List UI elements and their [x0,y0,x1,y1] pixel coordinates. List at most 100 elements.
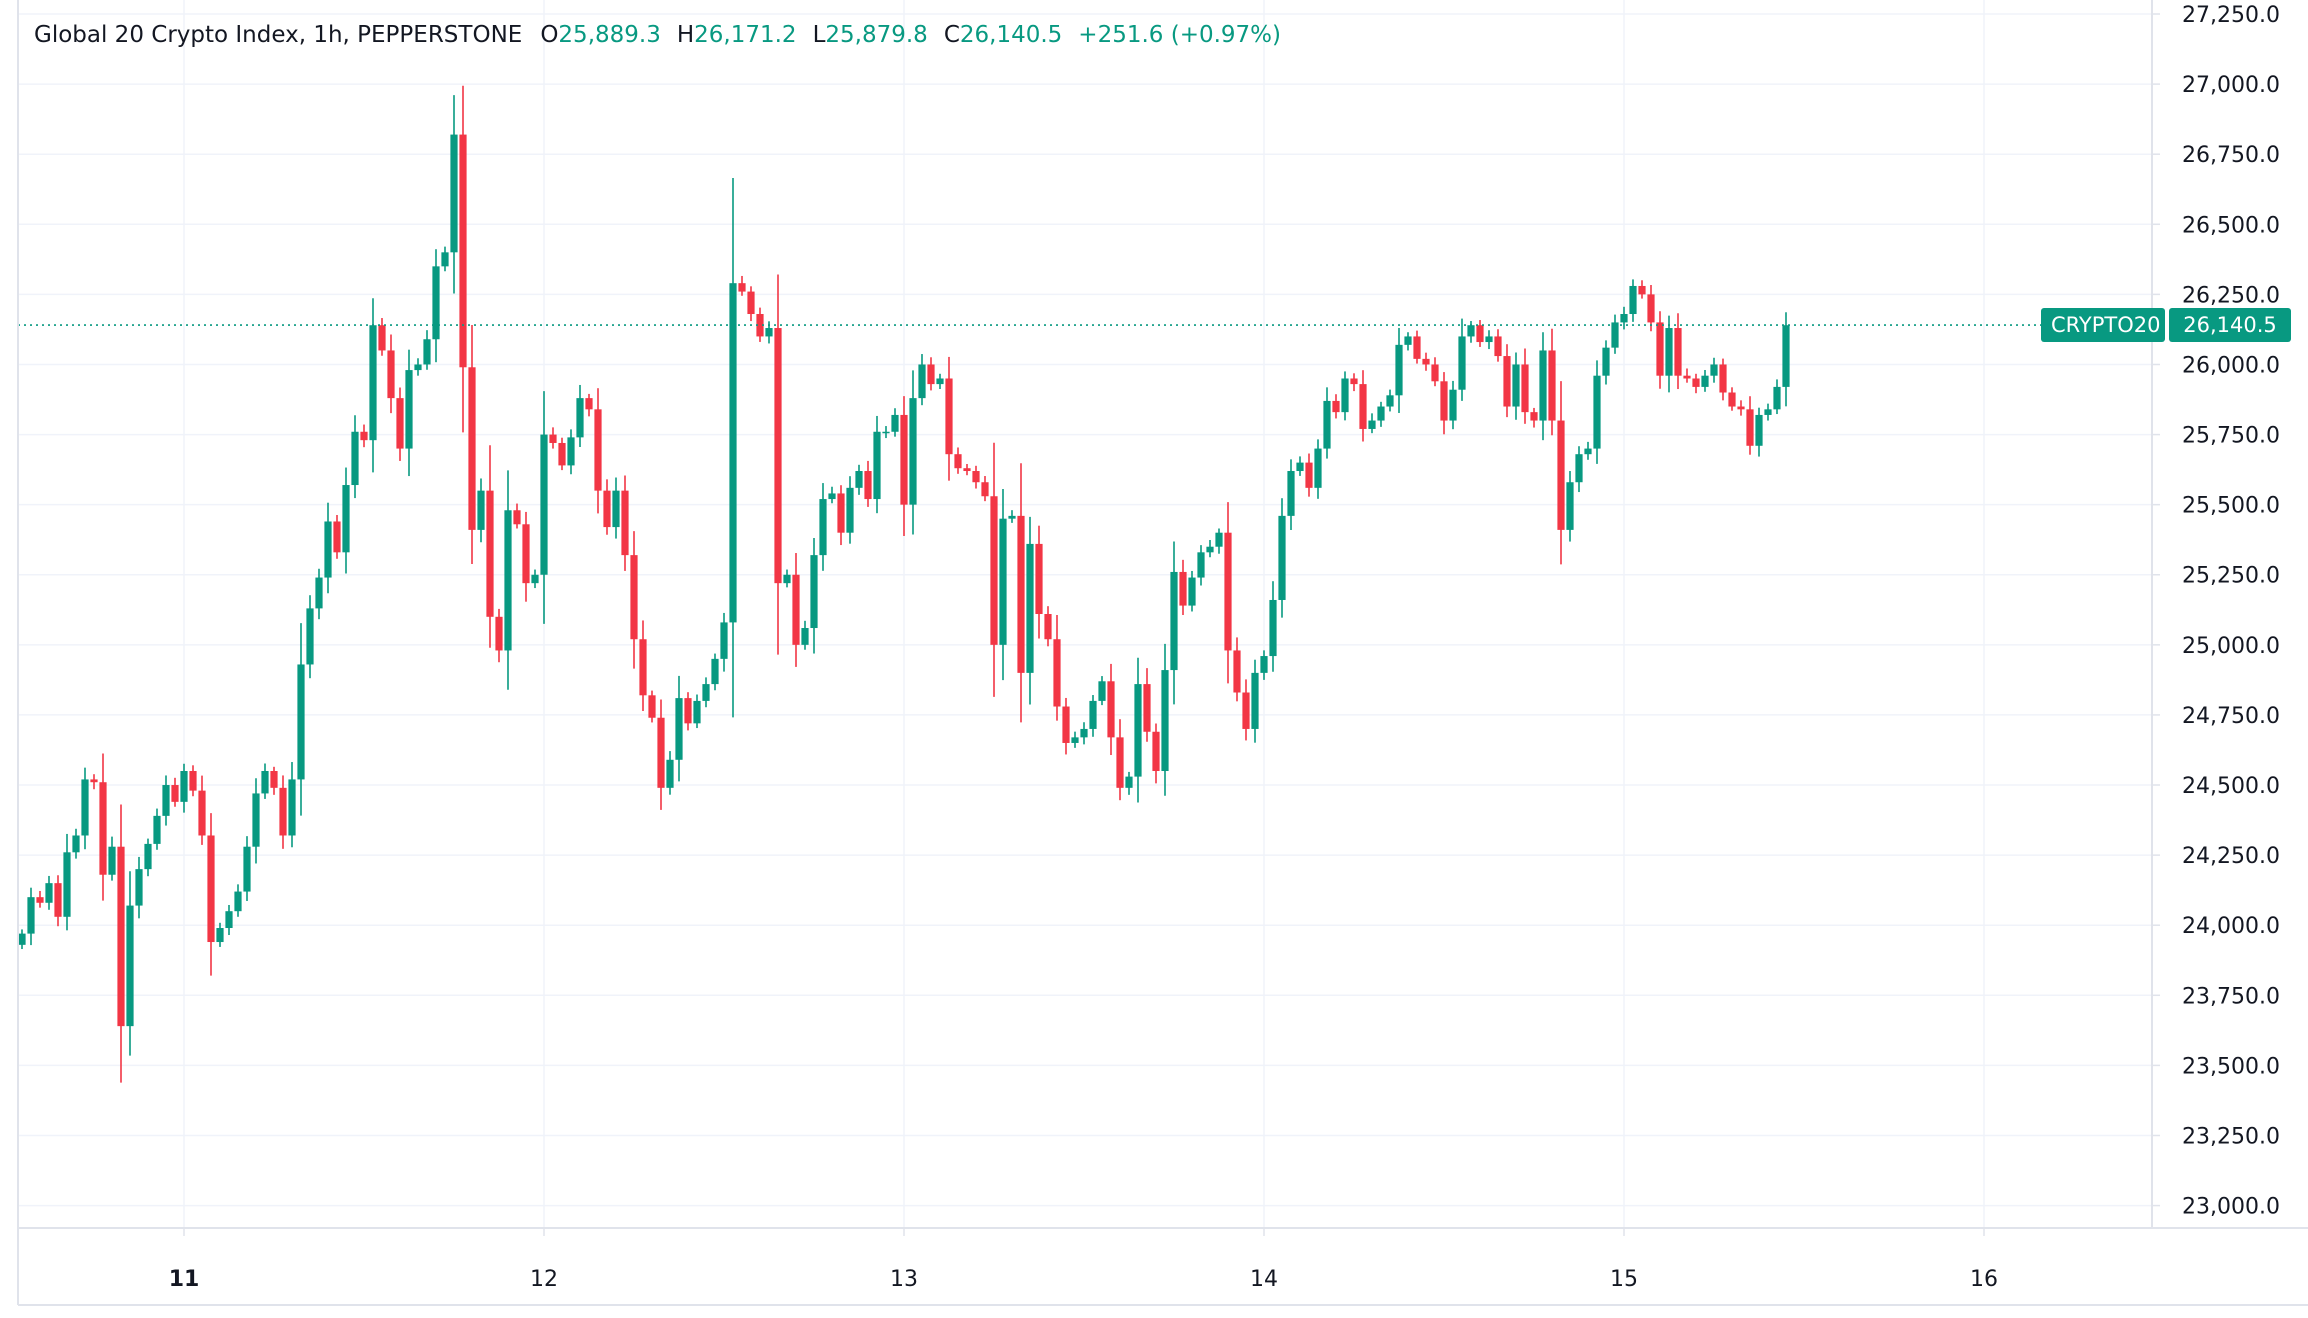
candle-body[interactable] [234,891,242,912]
candle-body[interactable] [1071,737,1079,743]
candle-body[interactable] [1278,515,1286,600]
candle-body[interactable] [1143,684,1151,732]
candle-body[interactable] [1503,356,1511,407]
candle-body[interactable] [819,499,827,556]
candle-body[interactable] [666,759,674,788]
candle-body[interactable] [270,771,278,788]
candle-body[interactable] [1224,532,1232,651]
candle-body[interactable] [1485,336,1493,343]
candle-body[interactable] [1206,546,1214,553]
candle-body[interactable] [99,782,107,875]
candle-body[interactable] [1683,375,1691,379]
candle-body[interactable] [1422,358,1430,365]
candle-body[interactable] [243,846,251,892]
candle-body[interactable] [918,364,926,399]
candle-body[interactable] [27,897,35,934]
candle-body[interactable] [738,283,746,292]
candle-body[interactable] [324,521,332,578]
candle-body[interactable] [711,658,719,685]
candle-body[interactable] [1089,700,1097,729]
candle-body[interactable] [378,325,386,351]
candle-body[interactable] [18,933,26,945]
candle-body[interactable] [1161,670,1169,772]
candle-body[interactable] [756,314,764,337]
candle-body[interactable] [360,431,368,441]
candle-body[interactable] [783,574,791,584]
candle-body[interactable] [747,291,755,315]
candle-body[interactable] [1512,364,1520,407]
candle-body[interactable] [1773,386,1781,410]
candle-body[interactable] [909,398,917,505]
candle-body[interactable] [1305,462,1313,488]
candle-body[interactable] [594,409,602,491]
candle-body[interactable] [837,493,845,533]
candle-body[interactable] [126,905,134,1027]
candle-body[interactable] [612,490,620,528]
candle-body[interactable] [207,835,215,943]
candle-body[interactable] [639,639,647,696]
candle-body[interactable] [1494,336,1502,357]
candle-body[interactable] [1458,336,1466,390]
candle-body[interactable] [216,928,224,943]
candle-body[interactable] [1098,681,1106,701]
candle-body[interactable] [423,339,431,365]
candle-body[interactable] [414,364,422,371]
candle-body[interactable] [1728,392,1736,407]
candle-body[interactable] [846,487,854,533]
candle-body[interactable] [1080,728,1088,738]
candle-body[interactable] [765,328,773,337]
candle-body[interactable] [387,350,395,399]
candle-body[interactable] [1566,482,1574,530]
candle-body[interactable] [702,684,710,701]
candle-body[interactable] [153,815,161,844]
candle-body[interactable] [1449,389,1457,421]
candle-body[interactable] [558,442,566,466]
candle-body[interactable] [774,328,782,584]
candle-body[interactable] [801,628,809,645]
candle-body[interactable] [684,698,692,724]
candle-body[interactable] [585,398,593,410]
candle-body[interactable] [1197,552,1205,578]
candle-body[interactable] [1557,420,1565,530]
candle-body[interactable] [432,266,440,340]
candle-body[interactable] [1107,681,1115,738]
candle-body[interactable] [1125,776,1133,788]
candle-body[interactable] [882,431,890,434]
candle-body[interactable] [954,454,962,469]
candle-body[interactable] [576,398,584,438]
candle-body[interactable] [999,518,1007,645]
candle-body[interactable] [1755,414,1763,446]
candle-body[interactable] [486,490,494,617]
candle-body[interactable] [1359,384,1367,429]
candle-body[interactable] [1413,336,1421,359]
candle-body[interactable] [1008,515,1016,519]
candle-body[interactable] [1692,378,1700,387]
candle-body[interactable] [1260,656,1268,673]
candle-body[interactable] [1593,375,1601,449]
candle-body[interactable] [1242,692,1250,729]
candle-body[interactable] [1215,532,1223,547]
candle-body[interactable] [1521,364,1529,413]
candle-body[interactable] [1044,614,1052,640]
candle-body[interactable] [945,378,953,455]
candle-body[interactable] [1404,336,1412,345]
candle-body[interactable] [1701,375,1709,387]
candle-body[interactable] [459,134,467,368]
candle-body[interactable] [963,468,971,472]
candle-body[interactable] [1575,454,1583,483]
candle-body[interactable] [1026,543,1034,673]
candle-body[interactable] [1179,571,1187,606]
candle-body[interactable] [252,793,260,847]
candle-body[interactable] [630,555,638,640]
candle-body[interactable] [315,577,323,609]
candle-body[interactable] [135,869,143,906]
candle-body[interactable] [657,717,665,788]
candle-body[interactable] [513,510,521,525]
candle-body[interactable] [972,471,980,483]
candle-body[interactable] [81,779,89,836]
candle-body[interactable] [1530,412,1538,421]
candle-body[interactable] [261,771,269,794]
candle-body[interactable] [1746,409,1754,446]
candle-body[interactable] [1233,650,1241,693]
